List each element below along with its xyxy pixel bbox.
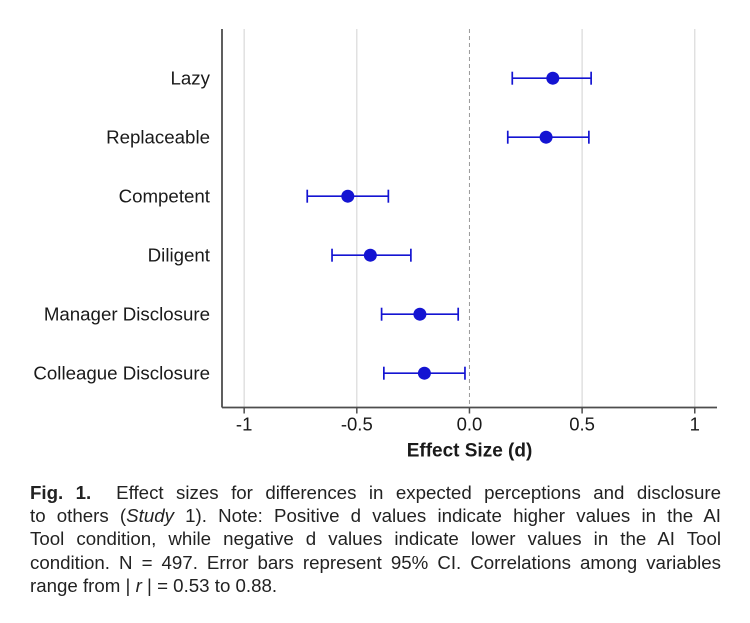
svg-text:Competent: Competent: [119, 186, 211, 207]
svg-text:0.0: 0.0: [457, 414, 483, 435]
svg-text:Lazy: Lazy: [171, 68, 211, 89]
svg-text:-1: -1: [236, 414, 252, 435]
svg-text:Manager Disclosure: Manager Disclosure: [44, 304, 210, 325]
svg-text:Effect Size (d): Effect Size (d): [407, 441, 533, 462]
svg-text:0.5: 0.5: [569, 414, 595, 435]
svg-text:Colleague Disclosure: Colleague Disclosure: [33, 363, 210, 384]
svg-text:1: 1: [690, 414, 700, 435]
svg-text:Diligent: Diligent: [148, 245, 211, 266]
svg-text:-0.5: -0.5: [341, 414, 373, 435]
svg-text:Replaceable: Replaceable: [106, 127, 210, 148]
